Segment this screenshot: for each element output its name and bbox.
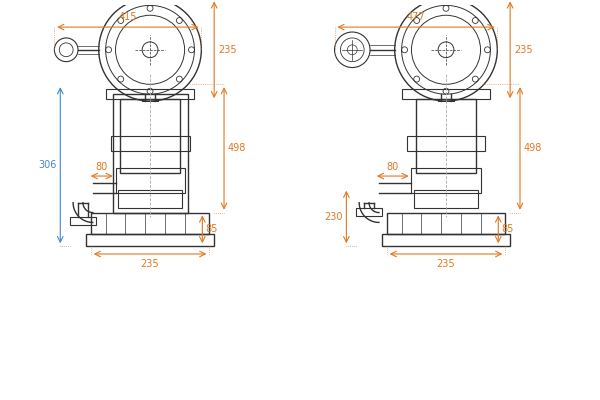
Bar (382, 234, 510, 246)
Text: 235: 235 (141, 259, 160, 269)
Text: 498: 498 (524, 144, 542, 154)
Text: 235: 235 (218, 45, 237, 55)
Text: 477: 477 (407, 12, 425, 22)
Bar (86, 234, 214, 246)
Bar (387, 212, 505, 234)
Text: 498: 498 (228, 144, 247, 154)
Bar (412, 168, 481, 193)
Bar (121, 99, 179, 173)
Bar (91, 212, 209, 234)
Text: 415: 415 (119, 12, 137, 22)
Text: 85: 85 (205, 224, 218, 234)
Bar (106, 89, 194, 99)
Bar (415, 190, 478, 208)
Text: 80: 80 (95, 162, 108, 172)
Bar (116, 168, 185, 193)
Bar (356, 208, 382, 216)
Bar (110, 136, 190, 151)
Bar (416, 99, 476, 173)
Text: 85: 85 (501, 224, 514, 234)
Bar (70, 218, 96, 225)
Text: 235: 235 (437, 259, 455, 269)
Bar (118, 190, 182, 208)
Bar (407, 136, 485, 151)
Text: 230: 230 (324, 212, 343, 222)
Text: 235: 235 (514, 45, 533, 55)
Text: 306: 306 (38, 160, 56, 170)
Bar (113, 94, 188, 212)
Bar (401, 89, 490, 99)
Text: 80: 80 (386, 162, 399, 172)
